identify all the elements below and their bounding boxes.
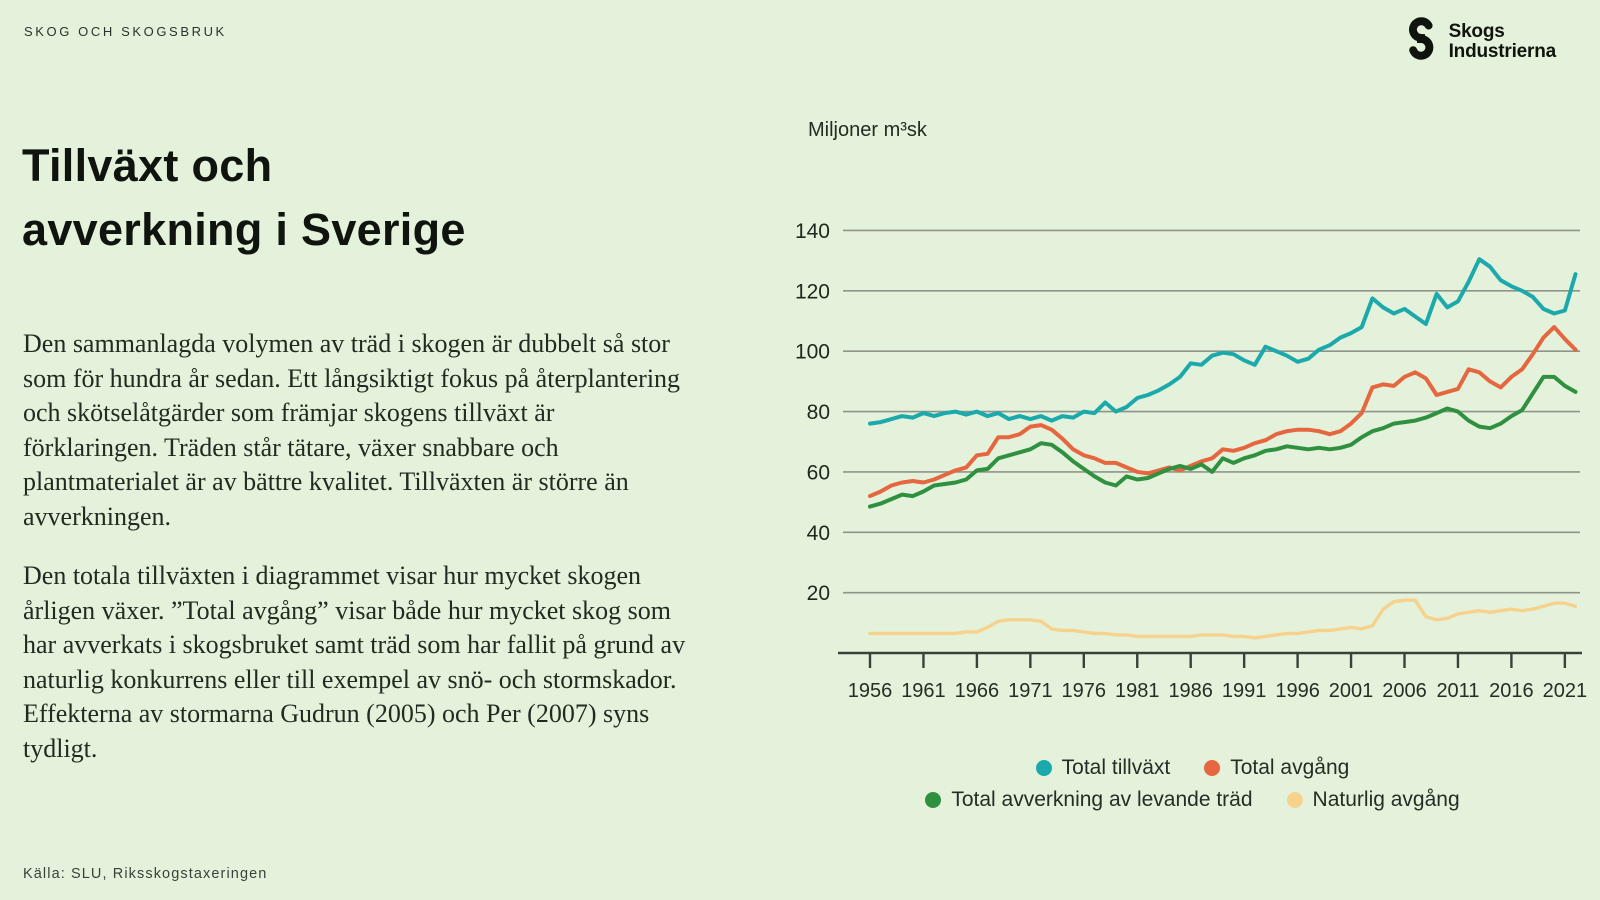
x-tick-label-2006: 2006	[1382, 680, 1427, 702]
x-tick-label-1986: 1986	[1168, 680, 1213, 702]
page-title-line2: avverkning i Sverige	[22, 204, 466, 256]
y-tick-label-80: 80	[807, 401, 830, 424]
legend-label-naturlig-avg-ng: Naturlig avgång	[1312, 788, 1460, 811]
legend-label-total-avverkning-av-levande-tr-d: Total avverkning av levande träd	[951, 788, 1253, 811]
y-tick-label-60: 60	[807, 461, 830, 484]
legend-item-total-tillv-xt: Total tillväxt	[1035, 756, 1171, 780]
x-tick-label-1996: 1996	[1275, 680, 1320, 702]
y-tick-label-20: 20	[807, 582, 830, 605]
chart-region: Miljoner m³sk 20 40 60 80 100 120 140 1956 1961 1…	[790, 105, 1595, 745]
x-tick-label-1991: 1991	[1222, 680, 1267, 702]
logo-text: Skogs Industrierna	[1448, 20, 1557, 62]
x-tick-label-2016: 2016	[1489, 680, 1534, 702]
legend-row-1: Total tillväxt Total avgång	[790, 752, 1595, 784]
legend-dot-naturlig-avg-ng	[1286, 792, 1303, 808]
legend-label-total-tillv-xt: Total tillväxt	[1061, 756, 1171, 779]
intro-paragraph: Den sammanlagda volymen av träd i skogen…	[23, 329, 681, 531]
x-tick-label-1971: 1971	[1008, 680, 1053, 702]
series-line-total-avg-ng	[868, 325, 1578, 499]
x-tick-label-1961: 1961	[901, 680, 946, 702]
x-tick-label-1976: 1976	[1062, 680, 1107, 702]
source-note: Källa: SLU, Riksskogstaxeringen	[23, 866, 268, 882]
legend-item-total-avg-ng: Total avgång	[1204, 756, 1349, 780]
legend-item-total-avverkning-av-levande-tr-d: Total avverkning av levande träd	[925, 788, 1253, 812]
y-tick-label-120: 120	[795, 280, 830, 303]
x-tick-label-2011: 2011	[1436, 680, 1479, 702]
chart-legend: Total tillväxt Total avgång Total avverkni…	[790, 752, 1595, 816]
y-tick-label-140: 140	[795, 220, 830, 243]
x-tick-label-1981: 1981	[1115, 680, 1160, 702]
eyebrow-heading: SKOG OCH SKOGSBRUK	[24, 24, 227, 39]
s-mark-icon	[1398, 16, 1444, 67]
x-tick-label-2001: 2001	[1329, 680, 1374, 702]
series-line-naturlig-avg-ng	[868, 598, 1578, 640]
logo-text-line1: Skogs	[1448, 20, 1505, 42]
y-tick-label-100: 100	[795, 341, 830, 364]
legend-item-naturlig-avg-ng: Naturlig avgång	[1286, 788, 1460, 812]
x-tick-label-2021: 2021	[1543, 680, 1588, 702]
legend-row-2: Total avverkning av levande träd Naturlig…	[790, 784, 1595, 816]
legend-dot-total-avverkning-av-levande-tr-d	[925, 792, 942, 808]
chart-unit-label: Miljoner m³sk	[808, 119, 927, 141]
series-line-total-avverkning-av-levande-tr-d	[868, 374, 1578, 509]
legend-dot-total-tillv-xt	[1035, 760, 1052, 776]
logo-text-line2: Industrierna	[1448, 40, 1557, 62]
explanation-paragraph: Den totala tillväxten i diagrammet visar…	[23, 561, 686, 763]
growth-harvest-line-chart: 20 40 60 80 100 120 140 1956 1961 1966 1971 1976 198…	[795, 220, 1588, 702]
skogsindustrierna-logo: Skogs Industrierna	[1398, 16, 1556, 67]
legend-label-total-avg-ng: Total avgång	[1230, 756, 1350, 779]
series-line-total-tillv-xt	[868, 257, 1578, 426]
x-tick-label-1966: 1966	[955, 680, 1000, 702]
page-title: Tillväxt och avverkning i Sverige	[22, 134, 466, 262]
y-tick-label-40: 40	[807, 522, 830, 545]
page-title-line1: Tillväxt och	[22, 140, 273, 192]
legend-dot-total-avg-ng	[1204, 760, 1221, 776]
x-tick-label-1956: 1956	[848, 680, 893, 702]
